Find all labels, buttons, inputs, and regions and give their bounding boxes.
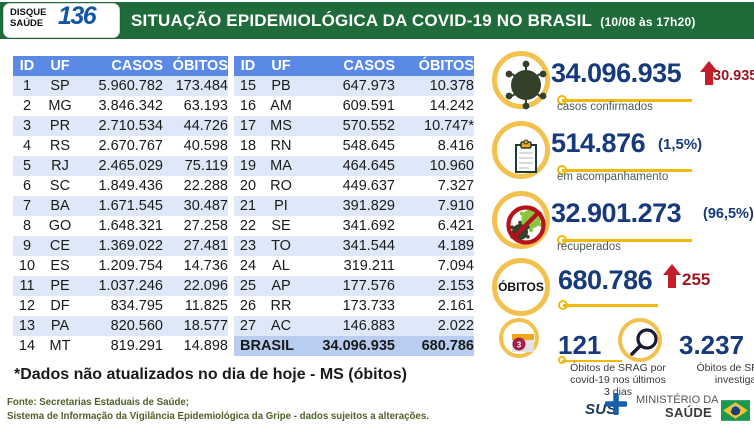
svg-text:3: 3 [517,341,522,350]
